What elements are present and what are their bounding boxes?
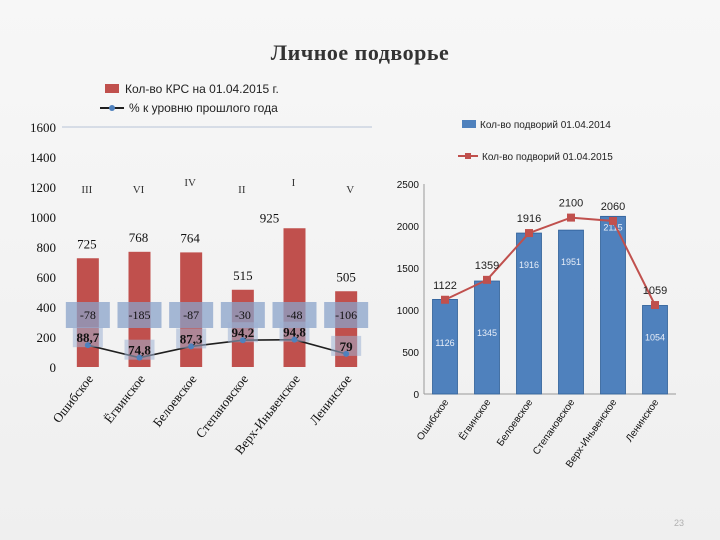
difference-label: -106 — [335, 308, 357, 322]
cattle-value-label: 725 — [77, 236, 97, 251]
percent-label: 87,3 — [180, 331, 203, 346]
cattle-value-label: 925 — [260, 210, 280, 225]
category-label: Ошибское — [414, 396, 451, 442]
difference-label: -48 — [287, 308, 303, 322]
rank-label: IV — [184, 177, 196, 189]
households-2014-label: 1916 — [519, 260, 539, 270]
legend-label-cattle: Кол-во КРС на 01.04.2015 г. — [125, 82, 279, 96]
difference-label: -30 — [235, 308, 251, 322]
percent-label: 94,8 — [283, 325, 306, 340]
category-label: Белоевское — [495, 397, 536, 448]
percent-point — [188, 343, 195, 350]
percent-point — [291, 336, 298, 343]
percent-label-backdrop — [279, 321, 310, 342]
households-2015-point — [651, 301, 659, 310]
difference-label: -87 — [183, 308, 199, 322]
households-2015-label: 1122 — [433, 280, 457, 292]
rank-label: II — [238, 184, 246, 196]
households-2014-bar — [474, 280, 500, 395]
cattle-value-label: 505 — [336, 269, 356, 284]
households-2014-bar — [600, 215, 626, 395]
difference-box — [324, 302, 369, 328]
y-tick-label: 400 — [37, 300, 57, 315]
y-tick-label: 2000 — [397, 222, 420, 233]
households-2015-point — [567, 213, 575, 222]
households-2014-label: 1345 — [477, 328, 497, 338]
households-2015-label: 1916 — [517, 213, 541, 225]
households-2015-label: 1059 — [643, 285, 667, 297]
y-tick-label: 500 — [402, 348, 419, 359]
page-number: 23 — [673, 518, 684, 528]
category-label: Ленинское — [624, 397, 662, 444]
y-tick-label: 2500 — [397, 180, 420, 191]
category-label: Степановское — [531, 397, 578, 457]
y-tick-label: 200 — [37, 330, 57, 345]
households-2015-point — [483, 275, 491, 284]
y-tick-label: 0 — [413, 390, 419, 401]
households-2015-point — [609, 216, 617, 225]
households-2014-bar — [558, 229, 584, 395]
households-2014-label: 1054 — [645, 332, 665, 342]
legend-label-2015: Кол-во подворий 01.04.2015 — [482, 152, 613, 163]
percent-label: 79 — [340, 339, 354, 354]
difference-box — [169, 302, 214, 328]
rank-label: III — [81, 184, 92, 196]
y-tick-label: 800 — [37, 240, 57, 255]
difference-label: -185 — [129, 308, 151, 322]
difference-label: -78 — [80, 308, 96, 322]
percent-label-backdrop — [331, 335, 362, 356]
percent-point — [136, 354, 143, 361]
percent-label: 74,8 — [128, 343, 151, 358]
y-tick-label: 0 — [50, 360, 57, 375]
percent-label: 94,2 — [231, 325, 254, 340]
legend-swatch-2014 — [462, 120, 476, 128]
cattle-value-label: 764 — [180, 230, 200, 245]
legend-label-2014: Кол-во подворий 01.04.2014 — [480, 120, 611, 131]
households-2014-label: 1951 — [561, 257, 581, 267]
y-tick-label: 1200 — [30, 180, 56, 195]
slide-title: Личное подворье — [270, 40, 450, 65]
households-2014-label: 1126 — [435, 338, 454, 348]
households-2014-bar — [432, 299, 458, 395]
households-2014-bar — [642, 305, 668, 395]
households-2015-label: 2060 — [601, 201, 625, 213]
rank-label: VI — [133, 184, 145, 196]
households-2015-label: 2100 — [559, 198, 583, 210]
percent-point — [239, 337, 246, 344]
y-tick-label: 1000 — [397, 306, 420, 317]
households-2014-bar — [516, 232, 542, 395]
households-2015-line — [444, 216, 656, 306]
households-2015-point — [525, 229, 533, 238]
y-tick-label: 1400 — [30, 150, 56, 165]
y-tick-label: 1500 — [397, 264, 420, 275]
percent-label: 88,7 — [76, 330, 99, 345]
households-2015-label: 1359 — [475, 260, 499, 272]
cattle-value-label: 515 — [233, 268, 253, 283]
rank-label: V — [346, 184, 354, 196]
y-tick-label: 1000 — [30, 210, 56, 225]
difference-box — [65, 302, 110, 328]
rank-label: I — [292, 177, 296, 189]
y-tick-label: 1600 — [30, 120, 56, 135]
percent-label-backdrop — [176, 328, 207, 349]
difference-box — [117, 302, 162, 328]
category-label: Ёгвинское — [456, 396, 493, 442]
legend-marker-percent — [109, 105, 115, 111]
households-2015-point — [441, 295, 449, 304]
percent-label-backdrop — [124, 339, 155, 360]
legend-marker-2015 — [465, 153, 471, 159]
percent-point — [343, 350, 350, 357]
percent-label-backdrop — [72, 327, 103, 348]
percent-point — [84, 342, 91, 349]
legend-label-percent: % к уровню прошлого года — [129, 101, 278, 115]
households-2014-label: 2115 — [603, 222, 622, 232]
cattle-value-label: 768 — [129, 230, 149, 245]
y-tick-label: 600 — [37, 270, 57, 285]
legend-swatch-cattle — [105, 84, 119, 93]
percent-label-backdrop — [227, 322, 258, 343]
